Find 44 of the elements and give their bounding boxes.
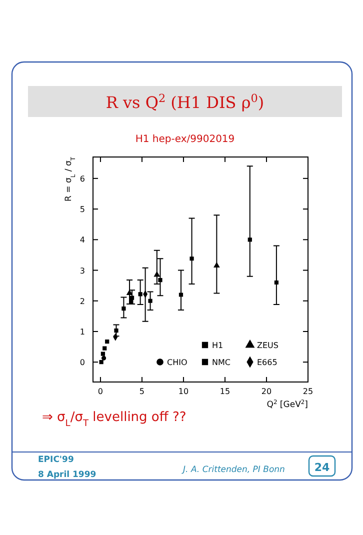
text: J. A. Crittenden, PI Bonn <box>181 465 285 475</box>
point <box>248 238 252 242</box>
point <box>129 299 134 304</box>
x-tick-label: 20 <box>261 387 272 396</box>
x-tick-label: 0 <box>98 387 104 396</box>
legend-label: E665 <box>257 358 278 367</box>
point <box>158 278 162 282</box>
x-tick-label: 5 <box>139 387 145 396</box>
y-tick-label: 1 <box>80 327 85 336</box>
point <box>122 306 126 311</box>
y-tick-label: 3 <box>80 266 85 276</box>
y-tick-label: 4 <box>80 236 85 245</box>
point <box>105 340 110 344</box>
chart-subtitle: H1 hep-ex/9902019 <box>135 134 235 145</box>
legend-label: CHIO <box>167 358 188 367</box>
y-tick-label: 0 <box>80 358 85 368</box>
point <box>102 346 107 350</box>
point <box>274 280 279 285</box>
text: ⇒ σ$_{L}$/σ$_{T}$ levelling off ?? <box>42 410 186 429</box>
text: 8 April 1999 <box>38 470 96 480</box>
legend-label: H1 <box>212 341 224 350</box>
point <box>130 296 134 300</box>
x-tick-label: 25 <box>302 387 314 396</box>
point <box>178 292 184 297</box>
point <box>154 271 160 277</box>
y-tick-label: 5 <box>80 205 85 214</box>
point <box>214 262 220 268</box>
point <box>114 328 118 333</box>
text: 24 <box>314 461 330 474</box>
x-tick-label: 10 <box>178 387 189 396</box>
legend-label: NMC <box>212 358 231 367</box>
point <box>102 356 106 360</box>
x-axis-title: Q$^{2}$ [GeV$^{2}$] <box>266 398 308 410</box>
x-tick-label: 15 <box>220 387 230 396</box>
legend-label: ZEUS <box>257 341 278 350</box>
point <box>138 292 142 296</box>
point <box>190 256 194 261</box>
y-tick-label: 2 <box>80 296 85 306</box>
point <box>100 352 106 356</box>
point <box>99 360 104 364</box>
chart-title: R vs Q$^{2}$ (H1 DIS ρ$^{0}$) <box>106 92 264 112</box>
point <box>148 298 152 303</box>
text: EPIC'99 <box>38 455 74 465</box>
y-tick-label: 6 <box>80 174 85 184</box>
